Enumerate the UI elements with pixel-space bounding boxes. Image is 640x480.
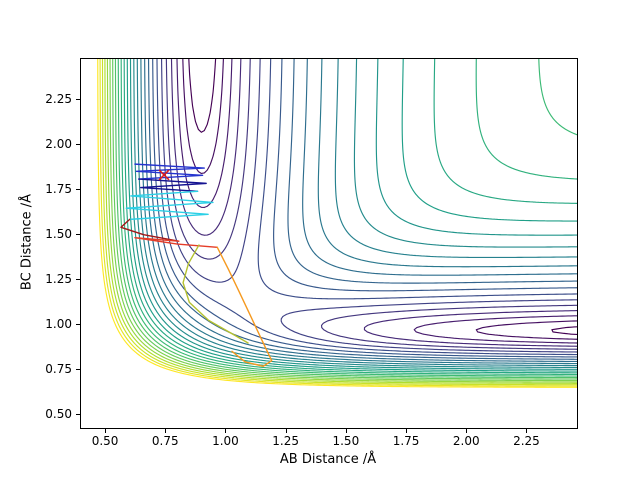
x-tick-mark [105, 428, 107, 433]
x-tick-label: 0.75 [151, 434, 179, 448]
y-tick-mark [75, 323, 80, 325]
x-tick-label: 0.50 [91, 434, 119, 448]
x-axis-label: AB Distance /Å [279, 452, 377, 467]
x-tick-mark [225, 428, 227, 433]
x-tick-label: 1.75 [392, 434, 420, 448]
y-tick-mark [75, 413, 80, 415]
y-tick-label: 0.50 [45, 406, 72, 421]
y-tick-label: 2.00 [45, 136, 72, 151]
x-tick-mark [285, 428, 287, 433]
y-tick-mark [75, 368, 80, 370]
x-tick-mark [165, 428, 167, 433]
y-tick-mark [75, 233, 80, 235]
y-tick-label: 1.00 [45, 316, 72, 331]
x-tick-mark [526, 428, 528, 433]
y-tick-mark [75, 143, 80, 145]
y-tick-mark [75, 278, 80, 280]
y-tick-label: 0.75 [45, 361, 72, 376]
x-tick-label: 2.00 [452, 434, 480, 448]
plot-area: 0.50 0.75 1.00 1.25 1.50 1.75 2.00 2.25 0.50 0.7… [45, 58, 578, 448]
x-tick-label: 1.50 [332, 434, 360, 448]
x-tick-label: 1.25 [272, 434, 300, 448]
y-tick-label: 1.25 [45, 271, 72, 286]
x-tick-mark [406, 428, 408, 433]
x-tick-mark [345, 428, 347, 433]
contour-plot-canvas [81, 59, 577, 428]
y-axis-label: BC Distance /Å [19, 193, 35, 291]
y-tick-mark [75, 188, 80, 190]
y-tick-label: 1.50 [45, 226, 72, 241]
y-tick-mark [75, 98, 80, 100]
y-tick-label: 1.75 [45, 181, 72, 196]
x-tick-mark [466, 428, 468, 433]
x-tick-label: 2.25 [513, 434, 540, 448]
y-tick-label: 2.25 [45, 91, 72, 106]
x-tick-label: 1.00 [212, 434, 239, 448]
